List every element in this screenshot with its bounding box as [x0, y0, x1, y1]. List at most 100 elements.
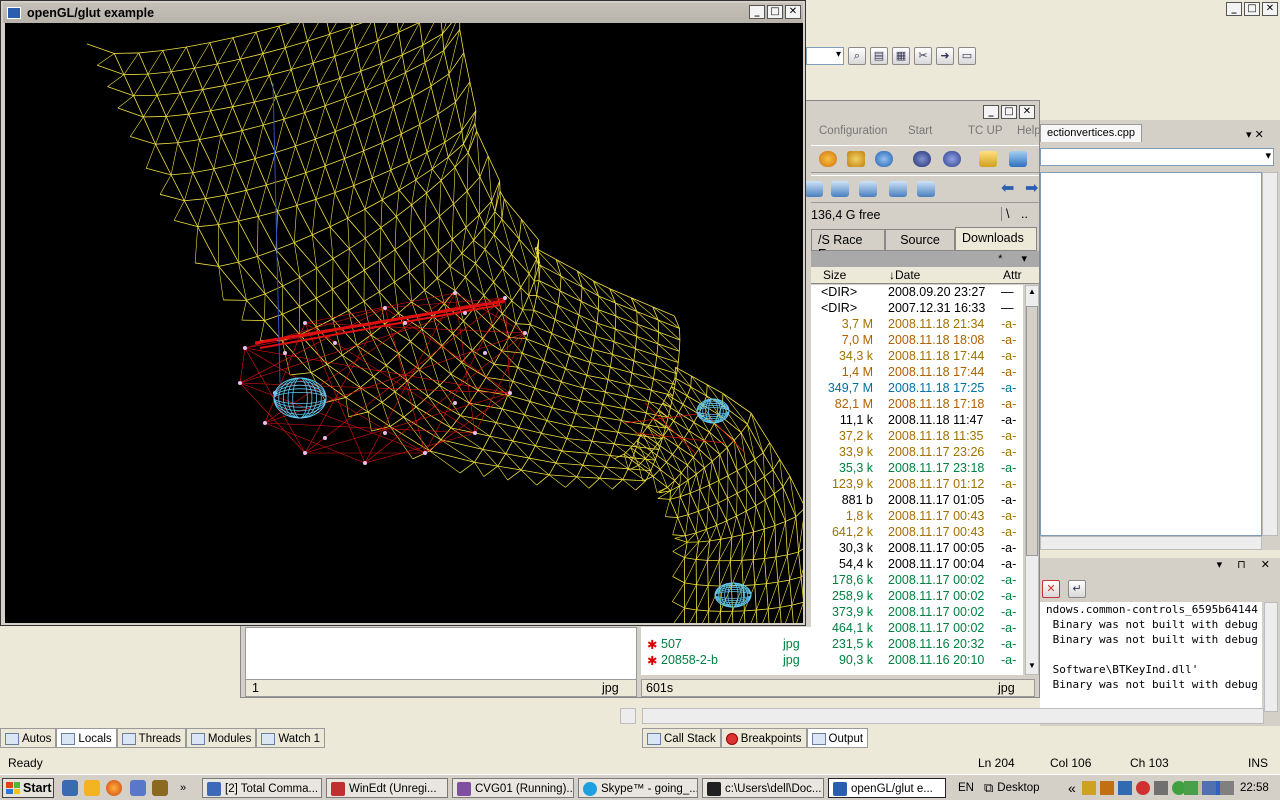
menu-start[interactable]: Start — [908, 125, 933, 137]
tray-expand-chevron[interactable]: « — [1068, 780, 1076, 796]
minimize-button[interactable]: _ — [749, 5, 765, 19]
table-row[interactable]: 82,1 M 2008.11.18 17:18 -a- — [811, 397, 1023, 413]
table-row[interactable]: 464,1 k 2008.11.17 00:02 -a- — [811, 621, 1023, 637]
column-date[interactable]: ↓Date — [889, 268, 921, 282]
minimize-button[interactable]: _ — [983, 105, 999, 119]
quicklaunch-chevron-icon[interactable]: » — [180, 782, 187, 794]
tab-breakpoints[interactable]: Breakpoints — [720, 728, 807, 748]
table-row[interactable]: 178,6 k 2008.11.17 00:02 -a- — [811, 573, 1023, 589]
table-row[interactable]: 123,9 k 2008.11.17 01:12 -a- — [811, 477, 1023, 493]
tray-app-icon[interactable] — [1118, 781, 1132, 795]
folder-icon[interactable] — [84, 780, 100, 796]
list-item[interactable]: ✱ 507 jpg — [641, 637, 811, 653]
folder-icon[interactable] — [805, 181, 823, 197]
clear-all-icon[interactable]: ✕ — [1042, 580, 1060, 598]
tab-call-stack[interactable]: Call Stack — [642, 728, 721, 748]
settings-icon[interactable] — [875, 151, 893, 167]
solution-config-combo[interactable] — [806, 47, 844, 65]
folder-tree-icon[interactable] — [889, 181, 907, 197]
table-row[interactable]: 54,4 k 2008.11.17 00:04 -a- — [811, 557, 1023, 573]
tab-autos[interactable]: Autos — [0, 728, 57, 748]
sync-icon[interactable] — [819, 151, 837, 167]
task-total-commander[interactable]: [2] Total Comma... — [202, 778, 322, 798]
tray-tool-icon[interactable] — [1100, 781, 1114, 795]
task-opengl[interactable]: openGL/glut e... — [828, 778, 946, 798]
firefox-icon[interactable] — [106, 780, 122, 796]
window-icon[interactable]: ▭ — [958, 47, 976, 65]
forward-arrow-icon[interactable]: ➡ — [1025, 180, 1039, 197]
menu-tc-up[interactable]: TC UP — [968, 125, 1003, 137]
table-row[interactable]: 34,3 k 2008.11.18 17:44 -a- — [811, 349, 1023, 365]
tab-watch-1[interactable]: Watch 1 — [256, 728, 326, 748]
minimize-button[interactable]: _ — [1226, 2, 1242, 16]
table-row[interactable]: 90,3 k 2008.11.16 20:10 -a- — [811, 653, 1023, 669]
tab-race-eng[interactable]: /S Race Eng — [811, 229, 885, 261]
table-row[interactable]: 1,8 k 2008.11.17 00:43 -a- — [811, 509, 1023, 525]
properties-icon[interactable]: ▤ — [870, 47, 888, 65]
table-row[interactable]: 373,9 k 2008.11.17 00:02 -a- — [811, 605, 1023, 621]
scroll-up-arrow[interactable]: ▲ — [1028, 287, 1036, 296]
task-skype[interactable]: Skype™ - going_... — [578, 778, 698, 798]
list-item[interactable]: ✱ 20858-2-b jpg — [641, 653, 811, 669]
output-vertical-scrollbar[interactable] — [1264, 602, 1278, 712]
root-button[interactable]: \ — [1001, 207, 1009, 221]
tab-modules[interactable]: Modules — [185, 728, 257, 748]
tray-battery-icon[interactable] — [1184, 781, 1198, 795]
table-row[interactable]: 881 b 2008.11.17 01:05 -a- — [811, 493, 1023, 509]
scroll-arrow[interactable] — [620, 708, 636, 724]
package-icon[interactable] — [979, 151, 997, 167]
tray-device-icon[interactable] — [1154, 781, 1168, 795]
menu-help[interactable]: Help — [1017, 125, 1041, 137]
opengl-title-bar[interactable]: openGL/glut example _ □ ✕ — [3, 3, 803, 23]
tool-quicklaunch-icon[interactable] — [152, 780, 168, 796]
tray-skype-status-icon[interactable] — [1172, 781, 1186, 795]
table-row[interactable]: 11,1 k 2008.11.18 11:47 -a- — [811, 413, 1023, 429]
table-row[interactable]: 1,4 M 2008.11.18 17:44 -a- — [811, 365, 1023, 381]
tab-locals[interactable]: Locals — [56, 728, 117, 748]
table-row[interactable]: 231,5 k 2008.11.16 20:32 -a- — [811, 637, 1023, 653]
table-row[interactable]: 349,7 M 2008.11.18 17:25 -a- — [811, 381, 1023, 397]
editor-vertical-scrollbar[interactable] — [1262, 172, 1278, 536]
left-panel-list[interactable] — [245, 627, 637, 681]
tools-icon[interactable]: ✂ — [914, 47, 932, 65]
tab-source-file[interactable]: ectionvertices.cpp — [1040, 124, 1142, 142]
output-pin-controls[interactable]: ▾ ⊓ ✕ — [1216, 559, 1276, 571]
opengl-viewport[interactable] — [5, 23, 803, 623]
menu-configuration[interactable]: Configuration — [819, 125, 888, 137]
clock[interactable]: 22:58 — [1240, 782, 1269, 794]
up-dir-button[interactable]: .. — [1021, 207, 1028, 221]
tab-downloads[interactable]: Downloads — [955, 227, 1037, 251]
start-button[interactable]: Start — [2, 778, 54, 798]
folder-open-icon[interactable] — [831, 181, 849, 197]
show-desktop-icon[interactable] — [62, 780, 78, 796]
close-button[interactable]: ✕ — [785, 5, 801, 19]
path-bar[interactable]: * ▾ — [811, 251, 1039, 267]
code-area[interactable] — [1040, 172, 1262, 536]
globe-icon[interactable] — [913, 151, 931, 167]
table-row[interactable]: 37,2 k 2008.11.18 11:35 -a- — [811, 429, 1023, 445]
table-row[interactable]: 35,3 k 2008.11.17 23:18 -a- — [811, 461, 1023, 477]
tab-source[interactable]: Source — [885, 229, 955, 251]
object-browser-icon[interactable]: ▦ — [892, 47, 910, 65]
table-row[interactable]: 7,0 M 2008.11.18 18:08 -a- — [811, 333, 1023, 349]
compare-icon[interactable] — [847, 151, 865, 167]
maximize-button[interactable]: □ — [1244, 2, 1260, 16]
horizontal-scrollbar[interactable] — [642, 708, 1264, 724]
tray-pencil-icon[interactable] — [1082, 781, 1096, 795]
word-wrap-icon[interactable]: ↵ — [1068, 580, 1086, 598]
start-page-icon[interactable]: ➜ — [936, 47, 954, 65]
folder-copy-icon[interactable] — [859, 181, 877, 197]
left-file-list[interactable]: ✱ 507 jpg ✱ 20858-2-b jpg — [641, 627, 811, 675]
table-row[interactable]: 3,7 M 2008.11.18 21:34 -a- — [811, 317, 1023, 333]
desktop-toolbar[interactable]: ⧉ Desktop — [984, 778, 1039, 798]
editor-pin-controls[interactable]: ▾ ✕ — [1246, 129, 1264, 141]
member-dropdown[interactable] — [1040, 148, 1274, 166]
maximize-button[interactable]: □ — [1001, 105, 1017, 119]
task-visual-studio[interactable]: CVG01 (Running)... — [452, 778, 574, 798]
task-command-prompt[interactable]: c:\Users\dell\Doc... — [702, 778, 824, 798]
tray-antivirus-icon[interactable] — [1136, 781, 1150, 795]
table-row[interactable]: <DIR> 2007.12.31 16:33— — [811, 301, 1023, 317]
column-attr[interactable]: Attr — [1003, 268, 1022, 282]
back-arrow-icon[interactable]: ⬅ — [1001, 180, 1015, 197]
task-winedt[interactable]: WinEdt (Unregi... — [326, 778, 448, 798]
